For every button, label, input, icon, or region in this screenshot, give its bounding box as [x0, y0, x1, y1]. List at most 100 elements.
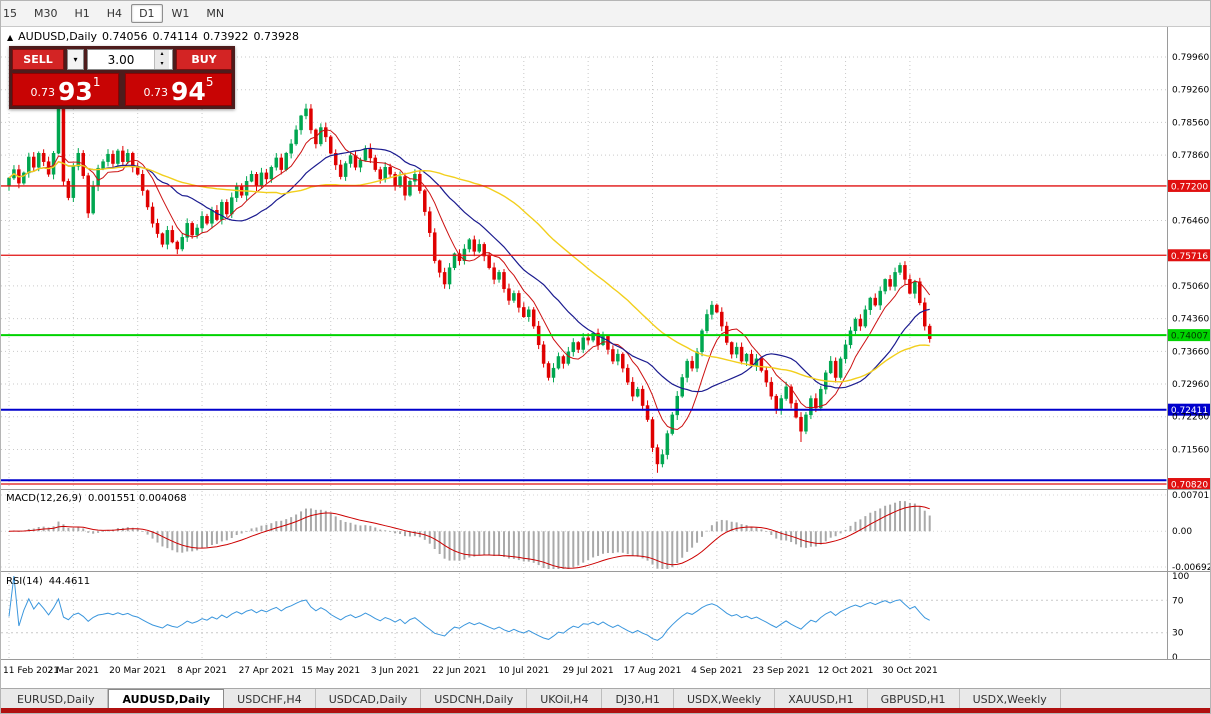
tab-usdcnh-daily[interactable]: USDCNH,Daily — [421, 689, 528, 709]
volume-input[interactable] — [88, 50, 154, 69]
svg-text:4 Sep 2021: 4 Sep 2021 — [691, 666, 742, 676]
tab-audusd-daily[interactable]: AUDUSD,Daily — [108, 689, 225, 709]
svg-text:0.71560: 0.71560 — [1172, 445, 1209, 455]
macd-name: MACD(12,26,9) — [6, 493, 82, 504]
svg-text:0.007015: 0.007015 — [1172, 491, 1211, 501]
ask-big-digits: 94 — [171, 77, 206, 106]
moving-averages — [8, 129, 931, 431]
svg-text:0.75060: 0.75060 — [1172, 282, 1209, 292]
bid-pipette: 1 — [92, 75, 101, 89]
price-axis[interactable] — [1168, 27, 1211, 659]
ask-price[interactable]: 0.73 94 5 — [125, 73, 232, 106]
time-axis-labels: 11 Feb 20212 Mar 2021 20 Mar 2021 8 Apr 20… — [3, 666, 938, 676]
close-value: 0.73928 — [253, 30, 300, 43]
chart-ohlc-header: ▲ AUDUSD,Daily 0.74056 0.74114 0.73922 0.7392… — [7, 30, 304, 43]
tab-usdx-weekly[interactable]: USDX,Weekly — [674, 689, 776, 709]
svg-text:0.70820: 0.70820 — [1171, 481, 1208, 491]
svg-text:20 Mar 2021: 20 Mar 2021 — [109, 666, 166, 676]
svg-text:3 Jun 2021: 3 Jun 2021 — [371, 666, 419, 676]
svg-text:0.72260: 0.72260 — [1172, 413, 1209, 423]
bid-prefix: 0.73 — [30, 86, 56, 99]
timeframe-button-M30[interactable]: M30 — [26, 4, 66, 23]
symbol-label: AUDUSD,Daily — [18, 30, 98, 43]
svg-text:23 Sep 2021: 23 Sep 2021 — [753, 666, 810, 676]
svg-text:0.75716: 0.75716 — [1171, 252, 1208, 262]
chart-tabs-bar: EURUSD,Daily AUDUSD,Daily USDCHF,H4 USDCAD,… — [1, 688, 1210, 709]
timeframe-button-D1[interactable]: D1 — [131, 4, 163, 23]
rsi-name: RSI(14) — [6, 576, 43, 587]
svg-text:0.00: 0.00 — [1172, 527, 1192, 537]
timeframe-button-15[interactable]: 15 — [1, 4, 25, 23]
symbol-arrow-icon: ▲ — [7, 33, 14, 42]
svg-text:0.78560: 0.78560 — [1172, 118, 1209, 128]
volume-spinner: ▴ ▾ — [154, 50, 169, 69]
low-value: 0.73922 — [203, 30, 249, 43]
time-axis[interactable] — [1, 660, 1167, 687]
svg-text:100: 100 — [1172, 572, 1189, 582]
timeframe-button-W1[interactable]: W1 — [164, 4, 198, 23]
chart-surface[interactable]: 11 Feb 20212 Mar 2021 20 Mar 2021 8 Apr 20… — [1, 27, 1211, 688]
bid-big-digits: 93 — [58, 77, 93, 106]
tab-dj30-h1[interactable]: DJ30,H1 — [602, 689, 674, 709]
svg-text:11 Feb 2021: 11 Feb 2021 — [3, 666, 59, 676]
svg-text:0.73660: 0.73660 — [1172, 347, 1209, 357]
macd-pane: 0.007015 0.00 -0.006923 — [1, 491, 1211, 573]
rsi-value: 44.4611 — [48, 576, 91, 587]
open-value: 0.74056 — [102, 30, 148, 43]
svg-text:10 Jul 2021: 10 Jul 2021 — [498, 666, 549, 676]
chevron-down-icon: ▾ — [73, 55, 78, 64]
svg-text:8 Apr 2021: 8 Apr 2021 — [177, 666, 227, 676]
ask-pipette: 5 — [205, 75, 214, 89]
chart-region: 11 Feb 20212 Mar 2021 20 Mar 2021 8 Apr 20… — [1, 27, 1211, 688]
bottom-strip — [1, 708, 1210, 713]
candles — [7, 99, 932, 473]
tab-eurusd-daily[interactable]: EURUSD,Daily — [4, 689, 109, 709]
rsi-pane: 100 70 30 0 — [1, 572, 1189, 663]
svg-text:0.76460: 0.76460 — [1172, 217, 1209, 227]
svg-text:0.77200: 0.77200 — [1171, 182, 1208, 192]
svg-text:0.74360: 0.74360 — [1172, 315, 1209, 325]
svg-text:30 Oct 2021: 30 Oct 2021 — [882, 666, 938, 676]
volume-dropdown-button[interactable]: ▾ — [67, 49, 84, 70]
high-value: 0.74114 — [152, 30, 199, 43]
svg-text:29 Jul 2021: 29 Jul 2021 — [563, 666, 614, 676]
volume-increase-button[interactable]: ▴ — [155, 50, 169, 60]
timeframe-toolbar: 15 M30 H1 H4 D1 W1 MN — [1, 1, 1210, 27]
rsi-label: RSI(14) 44.4611 — [6, 576, 96, 587]
svg-text:17 Aug 2021: 17 Aug 2021 — [624, 666, 682, 676]
price-axis-labels: 0.79960 0.79260 0.78560 0.77860 0.76460 0.750… — [1172, 53, 1209, 455]
svg-text:0: 0 — [1172, 653, 1178, 663]
svg-text:-0.006923: -0.006923 — [1172, 563, 1211, 573]
svg-text:22 Jun 2021: 22 Jun 2021 — [432, 666, 486, 676]
timeframe-button-MN[interactable]: MN — [198, 4, 232, 23]
tab-ukoil-h4[interactable]: UKOil,H4 — [527, 689, 603, 709]
sell-button[interactable]: SELL — [12, 49, 64, 70]
horizontal-level-lines[interactable]: 0.77200 0.75716 0.74007 0.72411 0.70820 — [1, 179, 1211, 491]
tab-usdx-weekly[interactable]: USDX,Weekly — [960, 689, 1061, 709]
tab-usdchf-h4[interactable]: USDCHF,H4 — [224, 689, 316, 709]
svg-text:0.72960: 0.72960 — [1172, 380, 1209, 390]
buy-button[interactable]: BUY — [176, 49, 232, 70]
volume-decrease-button[interactable]: ▾ — [155, 59, 169, 69]
timeframe-button-H4[interactable]: H4 — [99, 4, 130, 23]
ask-prefix: 0.73 — [143, 86, 169, 99]
svg-text:2 Mar 2021: 2 Mar 2021 — [48, 666, 99, 676]
timeframe-button-H1[interactable]: H1 — [67, 4, 98, 23]
macd-values: 0.001551 0.004068 — [87, 493, 187, 504]
tab-usdcad-daily[interactable]: USDCAD,Daily — [316, 689, 422, 709]
volume-control: ▴ ▾ — [87, 49, 173, 70]
svg-text:27 Apr 2021: 27 Apr 2021 — [239, 666, 295, 676]
svg-text:0.72411: 0.72411 — [1171, 406, 1208, 416]
svg-text:70: 70 — [1172, 596, 1184, 606]
svg-text:15 May 2021: 15 May 2021 — [301, 666, 360, 676]
svg-text:0.79960: 0.79960 — [1172, 53, 1209, 63]
svg-text:0.79260: 0.79260 — [1172, 86, 1209, 96]
grid — [1, 56, 1167, 659]
tab-xauusd-h1[interactable]: XAUUSD,H1 — [775, 689, 868, 709]
bid-price[interactable]: 0.73 93 1 — [12, 73, 119, 106]
svg-text:30: 30 — [1172, 629, 1184, 639]
tab-gbpusd-h1[interactable]: GBPUSD,H1 — [868, 689, 960, 709]
svg-text:0.74007: 0.74007 — [1171, 332, 1208, 342]
